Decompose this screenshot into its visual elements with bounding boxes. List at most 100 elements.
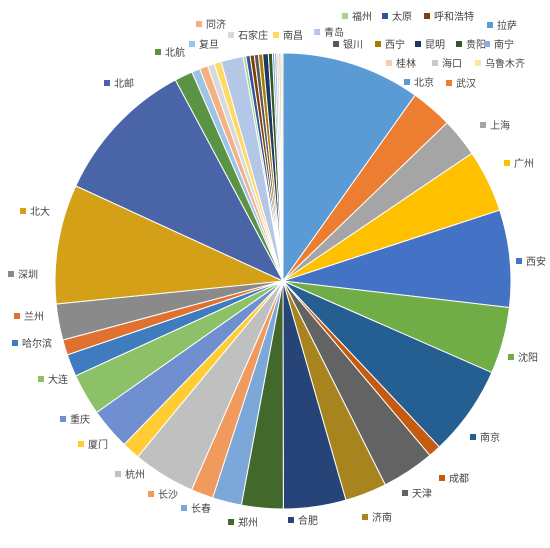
legend-swatch	[333, 41, 339, 47]
slice-label: 大连	[48, 373, 68, 386]
legend-swatch	[115, 471, 121, 477]
legend-swatch	[288, 517, 294, 523]
legend-swatch	[342, 13, 348, 19]
slice-label: 广州	[514, 158, 534, 170]
slice-label: 深圳	[18, 269, 38, 281]
legend-swatch	[273, 32, 279, 38]
legend-swatch	[508, 354, 514, 360]
legend-swatch	[382, 13, 388, 19]
slice-label: 贵阳	[466, 38, 486, 51]
legend-swatch	[404, 79, 410, 85]
slice-label: 西安	[526, 255, 546, 268]
pie-label-乌鲁木齐: 乌鲁木齐	[475, 57, 525, 70]
legend-swatch	[38, 376, 44, 382]
legend-swatch	[475, 60, 481, 66]
slice-label: 兰州	[24, 310, 44, 323]
legend-swatch	[386, 60, 392, 66]
slice-label: 乌鲁木齐	[485, 57, 525, 70]
pie-label-银川: 银川	[333, 38, 363, 51]
pie-label-南昌: 南昌	[273, 29, 303, 42]
pie-label-北京: 北京	[404, 76, 434, 89]
slice-label: 南宁	[494, 38, 514, 51]
pie-label-海口: 海口	[432, 57, 462, 70]
pie-label-太原: 太原	[382, 10, 412, 23]
slice-label: 武汉	[456, 77, 476, 90]
pie-label-呼和浩特: 呼和浩特	[424, 11, 474, 23]
slice-label: 沈阳	[518, 351, 538, 364]
slice-label: 西宁	[385, 38, 405, 51]
pie-label-合肥: 合肥	[288, 514, 318, 527]
pie-slice-乌鲁木齐	[280, 52, 284, 282]
pie-label-西安: 西安	[516, 255, 546, 268]
pie-label-哈尔滨: 哈尔滨	[12, 337, 52, 350]
slice-label: 济南	[372, 511, 392, 524]
pie-label-杭州: 杭州	[115, 468, 145, 481]
slice-label: 南京	[480, 431, 500, 444]
legend-swatch	[516, 258, 522, 264]
legend-swatch	[362, 514, 368, 520]
slice-label: 青岛	[324, 26, 344, 39]
pie-label-长春: 长春	[181, 503, 211, 515]
pie-label-济南: 济南	[362, 511, 392, 524]
pie-label-同济: 同济	[196, 18, 226, 31]
legend-swatch	[148, 491, 154, 497]
pie-label-西宁: 西宁	[375, 38, 405, 51]
slice-label: 北航	[165, 46, 185, 59]
legend-swatch	[446, 80, 452, 86]
legend-swatch	[439, 475, 445, 481]
legend-swatch	[484, 41, 490, 47]
slice-label: 成都	[449, 473, 469, 485]
pie-label-郑州: 郑州	[228, 516, 258, 529]
pie-label-北大: 北大	[20, 205, 50, 218]
slice-label: 上海	[490, 119, 510, 132]
pie-label-南京: 南京	[470, 431, 500, 444]
pie-label-北邮: 北邮	[104, 77, 134, 90]
slice-label: 呼和浩特	[434, 11, 474, 23]
slice-label: 昆明	[425, 39, 445, 51]
slice-label: 海口	[442, 57, 462, 70]
legend-swatch	[314, 29, 320, 35]
pie-label-石家庄: 石家庄	[228, 29, 268, 42]
slice-label: 同济	[206, 18, 226, 31]
legend-swatch	[470, 434, 476, 440]
legend-swatch	[155, 49, 161, 55]
pie-slice-北邮	[75, 79, 285, 283]
slice-label: 北京	[414, 76, 434, 89]
pie-label-广州: 广州	[504, 158, 534, 170]
pie-label-成都: 成都	[439, 473, 469, 485]
pie-label-厦门: 厦门	[78, 438, 108, 451]
pie-label-北航: 北航	[155, 46, 185, 59]
pie-label-兰州: 兰州	[14, 310, 44, 323]
pie-label-武汉: 武汉	[446, 77, 476, 90]
pie-label-重庆: 重庆	[60, 413, 90, 426]
pie-label-大连: 大连	[38, 373, 68, 386]
pie-label-福州: 福州	[342, 10, 372, 23]
pie-label-复旦: 复旦	[189, 38, 219, 51]
legend-swatch	[456, 41, 462, 47]
legend-swatch	[12, 340, 18, 346]
slice-label: 杭州	[125, 468, 145, 481]
slice-label: 太原	[392, 10, 412, 23]
pie-label-拉萨: 拉萨	[487, 19, 517, 32]
legend-swatch	[8, 271, 14, 277]
legend-swatch	[104, 80, 110, 86]
slice-label: 重庆	[70, 413, 90, 426]
slice-label: 南昌	[283, 29, 303, 42]
slice-label: 北邮	[114, 77, 134, 90]
slice-label: 复旦	[199, 38, 219, 51]
slice-label: 桂林	[396, 57, 416, 70]
slice-label: 福州	[352, 10, 372, 23]
pie-label-昆明: 昆明	[415, 39, 445, 51]
legend-swatch	[487, 22, 493, 28]
pie-label-青岛: 青岛	[314, 26, 344, 39]
slice-label: 合肥	[298, 514, 318, 527]
slice-label: 厦门	[88, 438, 108, 451]
legend-swatch	[228, 32, 234, 38]
legend-swatch	[78, 441, 84, 447]
legend-swatch	[189, 41, 195, 47]
pie-label-深圳: 深圳	[8, 269, 38, 281]
pie-slice-北大	[54, 185, 285, 305]
pie-slices	[54, 52, 512, 510]
